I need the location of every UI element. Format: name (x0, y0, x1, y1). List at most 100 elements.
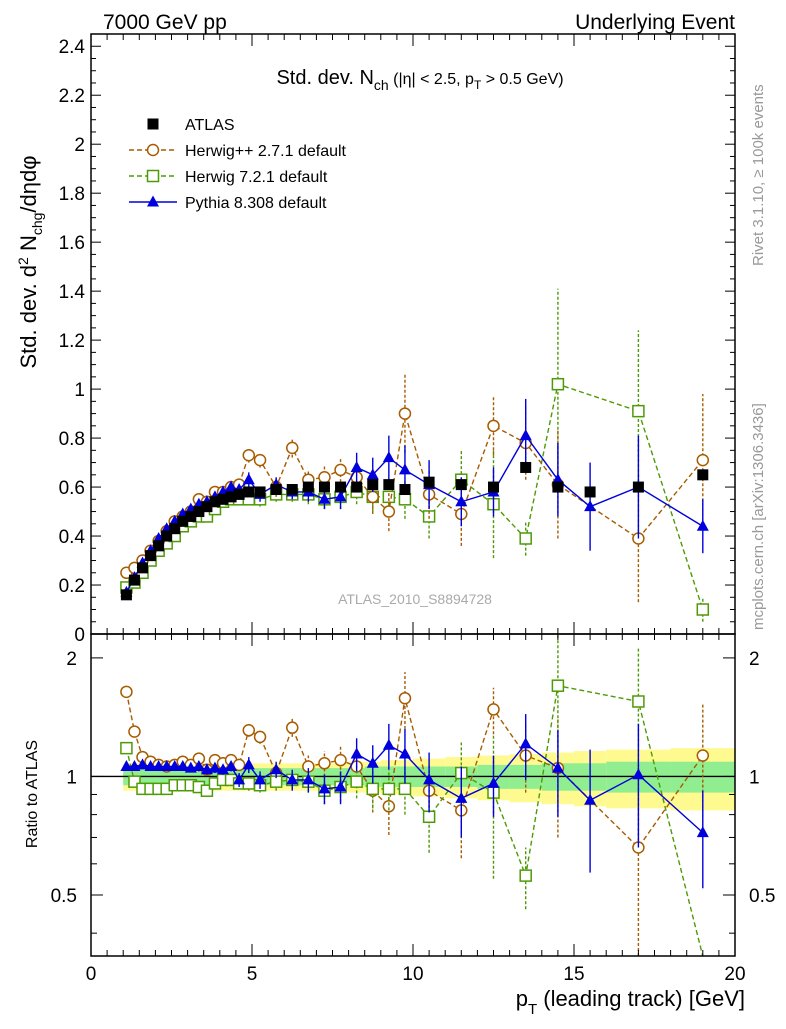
ylabel-c: /dηdφ (16, 155, 41, 212)
herwig7-point (422, 810, 436, 824)
pythia-point (334, 490, 347, 502)
x-tick-label: 0 (86, 964, 97, 985)
atlas-data-point (128, 574, 140, 586)
ratio-y-tick-label-left: 1 (66, 767, 77, 788)
pythia-point (382, 738, 395, 750)
pythia-point (286, 773, 299, 785)
series-line (126, 742, 704, 834)
main-y-tick-label: 0.6 (59, 478, 85, 499)
atlas-data-point (318, 481, 330, 493)
pythia-point (350, 460, 363, 472)
atlas-data-point (552, 481, 564, 493)
header-left: 7000 GeV pp (103, 11, 227, 34)
ratio-y-axis-label: Ratio to ATLAS (24, 740, 41, 848)
ylabel-b: N (16, 235, 41, 257)
atlas-data-point (185, 510, 197, 522)
pythia-point (144, 759, 157, 771)
pythia-point (519, 429, 532, 441)
atlas-data-point (302, 481, 314, 493)
atlas-data-point (225, 491, 237, 503)
pythia-point (120, 759, 133, 771)
ylabel-sup: 2 (15, 257, 31, 265)
herwig7-point (146, 169, 160, 183)
axes-frames: 0 0.2 0.4 0.6 0.8 1 1.2 1.4 1.6 1.8 2 2.2 2.4 0 5 10 15 2… (51, 33, 775, 985)
legend-label: Herwig++ 2.7.1 default (185, 143, 347, 160)
atlas-data-point (177, 515, 189, 527)
atlas-data-point (697, 469, 709, 481)
mcplots-label: mcplots.cern.ch [arXiv:1306.3436] (750, 403, 767, 630)
x-tick-label: 10 (402, 964, 423, 985)
herwigpp-point (253, 730, 267, 744)
title-sub: ch (374, 77, 389, 93)
main-y-tick-label: 1.4 (59, 282, 86, 303)
herwigpp-point (696, 749, 710, 762)
main-y-tick-label: 0.8 (59, 429, 85, 450)
herwigpp-point (128, 725, 141, 738)
pythia-point (176, 759, 189, 771)
pythia-point (217, 763, 230, 775)
ratio-y-tick-label-right: 2 (749, 649, 760, 670)
herwigpp-point (242, 448, 256, 462)
main-y-tick-label: 2.4 (59, 37, 86, 58)
herwig7-point (519, 869, 532, 882)
herwig7-point (366, 782, 379, 796)
atlas-data-point (367, 479, 379, 491)
pythia-point (270, 763, 283, 775)
pythia-point (160, 759, 173, 771)
analysis-watermark: ATLAS_2010_S8894728 (338, 591, 492, 607)
main-y-tick-label: 1.8 (59, 184, 85, 205)
pythia-point (519, 737, 532, 749)
ratio-panel-series (120, 634, 710, 957)
atlas-data-point (201, 501, 213, 513)
herwigpp-point (382, 800, 396, 813)
herwigpp-point (242, 724, 256, 737)
herwig7-point (120, 741, 133, 755)
atlas-data-point (233, 488, 245, 500)
herwigpp-point (120, 685, 133, 699)
atlas-data-point (488, 481, 499, 493)
herwig7-point (398, 493, 412, 506)
atlas-data-point (520, 461, 532, 473)
main-title: Std. dev. Nch (|η| < 2.5, pT > 0.5 GeV) (276, 67, 563, 93)
pythia-point (168, 759, 181, 771)
series-line (125, 684, 704, 957)
herwigpp-point (318, 471, 331, 484)
herwigpp-point (696, 453, 710, 467)
main-y-tick-label: 1.6 (59, 233, 85, 254)
main-y-tick-label: 0.4 (59, 527, 86, 548)
atlas-data-point (243, 486, 255, 498)
pythia-point (147, 195, 159, 207)
herwigpp-point (253, 453, 267, 467)
main-y-tick-label: 2 (74, 135, 85, 156)
title-cuts: (|η| < 2.5, p (393, 71, 474, 88)
herwig7-point (519, 532, 532, 545)
atlas-data-point (270, 484, 282, 496)
pythia-point (696, 519, 709, 531)
ratio-y-tick-label-right: 1 (749, 767, 760, 788)
pythia-point (398, 463, 411, 475)
atlas-data-point (584, 486, 596, 498)
atlas-data-point (632, 481, 644, 493)
pythia-point (551, 761, 564, 773)
herwig7-point (200, 784, 214, 797)
herwig7-point (382, 782, 396, 796)
pythia-point (254, 773, 267, 785)
pythia-point (455, 495, 468, 507)
atlas-data-point (147, 118, 159, 130)
atlas-data-point (169, 523, 181, 535)
herwig7-point (551, 679, 565, 692)
atlas-data-point (217, 493, 229, 505)
atlas-data-point (335, 481, 347, 493)
ratio-y-tick-label-left: 2 (66, 649, 77, 670)
x-tick-label: 20 (724, 964, 745, 985)
pythia-point (225, 480, 238, 492)
legend-label: Pythia 8.308 default (185, 195, 327, 212)
xlabel-a: p (516, 986, 528, 1011)
pythia-point (696, 826, 709, 838)
pythia-point (487, 776, 500, 788)
herwigpp-point (398, 407, 412, 420)
pythia-point (152, 759, 165, 771)
atlas-data-point (161, 530, 173, 542)
legend: ATLAS Herwig++ 2.7.1 default Herwig 7.2.1 … (129, 117, 347, 212)
herwigpp-point (398, 691, 412, 705)
